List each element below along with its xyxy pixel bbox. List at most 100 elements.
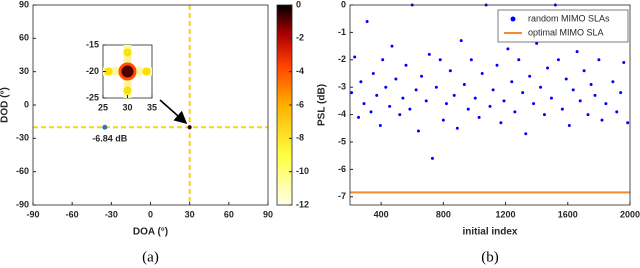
peak bbox=[187, 125, 192, 130]
x-tick-label: -60 bbox=[66, 209, 79, 219]
point bbox=[462, 82, 466, 86]
colorbar-tick-label: -8 bbox=[296, 133, 304, 143]
y-tick-label: -60 bbox=[16, 166, 29, 176]
point bbox=[560, 107, 564, 111]
x-tick-label: -30 bbox=[105, 209, 118, 219]
point bbox=[357, 115, 361, 119]
point bbox=[597, 58, 601, 62]
point bbox=[499, 121, 503, 125]
point bbox=[455, 126, 459, 130]
point bbox=[615, 110, 619, 114]
x-axis-label: DOA (°) bbox=[133, 227, 168, 238]
y-tick-label: 30 bbox=[19, 66, 29, 76]
x-tick-label: 400 bbox=[374, 209, 389, 219]
point bbox=[480, 71, 484, 75]
point bbox=[532, 102, 536, 106]
point bbox=[622, 61, 626, 65]
inset-sidelobe bbox=[104, 67, 113, 76]
point bbox=[378, 124, 382, 128]
point bbox=[513, 110, 517, 114]
inset-sidelobe bbox=[123, 86, 132, 95]
point bbox=[510, 80, 514, 84]
inset-sidelobe bbox=[123, 48, 132, 57]
point bbox=[369, 110, 373, 114]
point bbox=[388, 104, 392, 108]
point bbox=[452, 93, 456, 97]
point bbox=[488, 104, 492, 108]
point bbox=[414, 88, 418, 92]
point bbox=[517, 58, 521, 62]
point bbox=[466, 107, 470, 111]
point bbox=[365, 19, 369, 23]
x-tick-label: 90 bbox=[263, 209, 273, 219]
point bbox=[404, 63, 408, 67]
point bbox=[469, 58, 473, 62]
point bbox=[549, 96, 553, 100]
point bbox=[571, 88, 575, 92]
point bbox=[441, 118, 445, 122]
y-tick-label: -5 bbox=[338, 136, 346, 146]
colorbar-tick-label: -10 bbox=[296, 166, 309, 176]
point bbox=[521, 91, 525, 95]
point bbox=[473, 96, 477, 100]
point bbox=[491, 88, 495, 92]
colorbar-tick-label: -4 bbox=[296, 66, 304, 76]
point bbox=[394, 77, 398, 81]
point bbox=[398, 113, 402, 117]
point bbox=[589, 82, 593, 86]
point bbox=[362, 102, 366, 106]
x-tick-label: 2000 bbox=[620, 209, 640, 219]
y-tick-label: -30 bbox=[16, 133, 29, 143]
inset-x-tick-label: 35 bbox=[147, 102, 157, 112]
point bbox=[434, 85, 438, 89]
colorbar-tick-label: -2 bbox=[296, 33, 304, 43]
legend-label: random MIMO SLAs bbox=[528, 13, 610, 23]
point bbox=[600, 118, 604, 122]
point bbox=[535, 41, 539, 45]
y-tick-label: -6 bbox=[338, 164, 346, 174]
point bbox=[416, 129, 420, 133]
legend-swatch bbox=[510, 16, 516, 22]
point bbox=[353, 55, 357, 59]
point bbox=[401, 96, 405, 100]
point bbox=[427, 52, 431, 56]
point bbox=[575, 50, 579, 54]
point bbox=[567, 124, 571, 128]
inset-x-tick-label: 25 bbox=[98, 102, 108, 112]
x-tick-label: 0 bbox=[148, 209, 153, 219]
point bbox=[424, 99, 428, 103]
point bbox=[381, 58, 385, 62]
x-tick-label: 1200 bbox=[496, 209, 516, 219]
point bbox=[546, 66, 550, 70]
point bbox=[586, 113, 590, 117]
point bbox=[350, 91, 354, 95]
x-tick-label: 800 bbox=[436, 209, 451, 219]
point bbox=[375, 93, 379, 97]
point bbox=[384, 85, 388, 89]
y-tick-label: 0 bbox=[24, 99, 29, 109]
point bbox=[528, 74, 532, 78]
y-tick-label: -90 bbox=[16, 199, 29, 209]
y-tick-label: -1 bbox=[338, 27, 346, 37]
point bbox=[611, 80, 615, 84]
point bbox=[408, 107, 412, 111]
y-tick-label: -4 bbox=[338, 109, 346, 119]
y-tick-label: 60 bbox=[19, 33, 29, 43]
colorbar-tick-label: 0 bbox=[296, 0, 301, 9]
x-tick-label: 30 bbox=[185, 209, 195, 219]
colorbar-tick-label: -12 bbox=[296, 199, 309, 209]
point bbox=[495, 63, 499, 67]
point bbox=[619, 91, 623, 95]
inset-sidelobe bbox=[142, 67, 151, 76]
point bbox=[626, 121, 630, 125]
point bbox=[371, 71, 375, 75]
inset-y-tick-label: -25 bbox=[86, 92, 99, 102]
point bbox=[359, 80, 363, 84]
caption: (a) bbox=[142, 249, 159, 265]
point bbox=[604, 102, 608, 106]
y-tick-label: 0 bbox=[341, 0, 346, 9]
y-axis-label: PSL (dB) bbox=[317, 84, 328, 126]
y-tick-label: -7 bbox=[338, 191, 346, 201]
point bbox=[438, 58, 442, 62]
